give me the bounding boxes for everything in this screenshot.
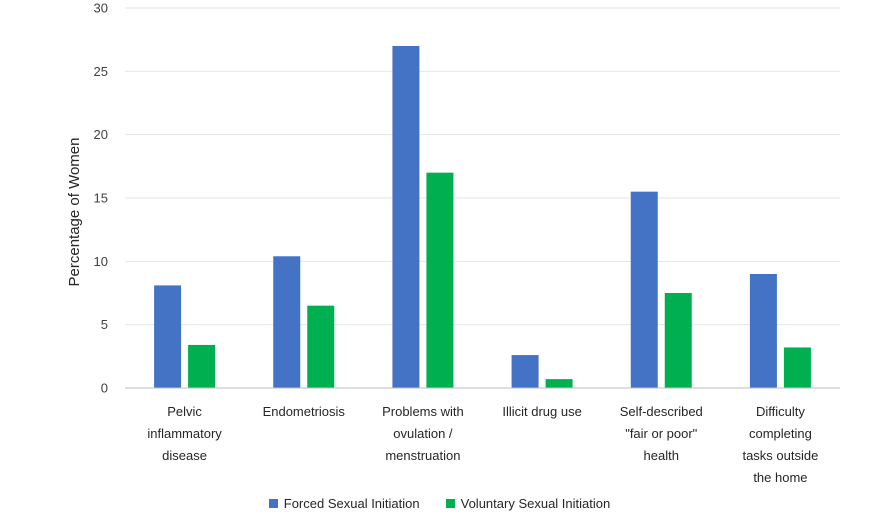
legend-item-voluntary: Voluntary Sexual Initiation — [445, 496, 611, 511]
bar-forced — [273, 256, 301, 388]
bar-voluntary — [664, 293, 692, 388]
y-tick-label: 25 — [94, 64, 108, 79]
y-tick-label: 20 — [94, 127, 108, 142]
bar-forced — [154, 285, 182, 388]
category-labels: Pelvic inflammatory disease Endometriosis Pr… — [147, 404, 818, 485]
bar-forced — [749, 274, 777, 388]
category-label: Endometriosis — [263, 404, 346, 419]
category-label: Illicit drug use — [502, 404, 581, 419]
bar-voluntary — [188, 344, 216, 388]
y-tick-label: 0 — [101, 381, 108, 396]
bar-voluntary — [426, 172, 454, 388]
bar-chart: 0 5 10 15 20 25 30 Percentage of Women Pelvic i… — [66, 1, 840, 485]
legend-item-forced: Forced Sexual Initiation — [268, 496, 420, 511]
category-label: Pelvic inflammatory disease — [147, 404, 222, 463]
legend-label-forced: Forced Sexual Initiation — [283, 496, 420, 511]
bar-voluntary — [783, 347, 811, 388]
y-tick-label: 15 — [94, 191, 108, 206]
legend-swatch-voluntary — [445, 499, 455, 508]
y-axis-ticks: 0 5 10 15 20 25 30 — [94, 1, 108, 396]
bar-forced — [630, 191, 658, 388]
bar-forced — [511, 355, 539, 388]
y-tick-label: 30 — [94, 1, 108, 16]
bars — [154, 46, 811, 388]
bar-voluntary — [307, 305, 335, 388]
y-tick-label: 10 — [94, 254, 108, 269]
category-label: Problems with ovulation / menstruation — [382, 404, 464, 463]
bar-voluntary — [545, 379, 573, 388]
y-tick-label: 5 — [101, 317, 108, 332]
category-label: Self-described "fair or poor" health — [620, 404, 703, 463]
legend-swatch-forced — [268, 499, 278, 508]
legend-label-voluntary: Voluntary Sexual Initiation — [460, 496, 611, 511]
legend: Forced Sexual Initiation Voluntary Sexua… — [0, 496, 879, 511]
y-axis-title: Percentage of Women — [66, 138, 83, 287]
bar-forced — [392, 46, 420, 388]
gridlines — [125, 7, 840, 326]
category-label: Difficulty completing tasks outside the hom… — [742, 404, 818, 485]
